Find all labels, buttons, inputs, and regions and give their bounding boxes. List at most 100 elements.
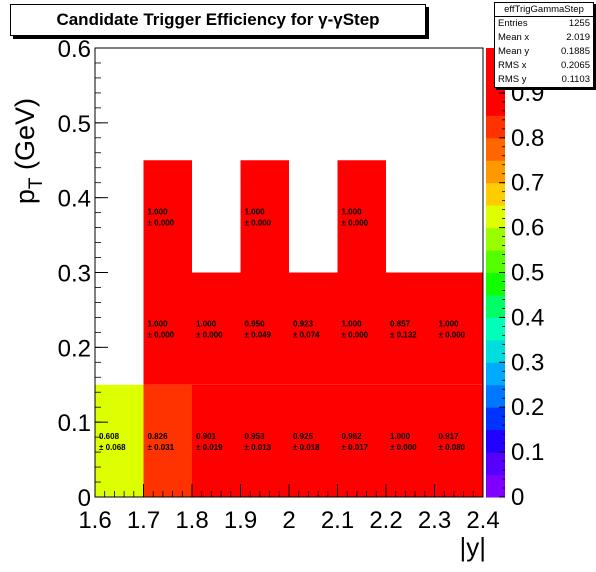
palette-tick-label: 0.7 bbox=[511, 170, 544, 197]
stats-row: Mean x 2.019 bbox=[495, 31, 593, 45]
palette-tick-label: 0.5 bbox=[511, 260, 544, 287]
cell-value-label: 0.857 bbox=[390, 320, 411, 329]
heatmap-cell bbox=[289, 272, 338, 385]
stats-row-value: 0.1885 bbox=[560, 46, 590, 57]
cell-error-label: ± 0.000 bbox=[342, 331, 369, 340]
palette-tick-label: 0.8 bbox=[511, 125, 544, 152]
heatmap-cell bbox=[289, 384, 338, 497]
palette-segment bbox=[486, 92, 505, 116]
y-tick-label: 0.4 bbox=[58, 186, 91, 213]
heatmap-cell bbox=[386, 272, 435, 385]
cell-error-label: ± 0.049 bbox=[245, 331, 272, 340]
stats-row-value: 2.019 bbox=[566, 32, 590, 43]
heatmap-cell bbox=[337, 160, 386, 273]
cell-error-label: ± 0.013 bbox=[245, 443, 272, 452]
y-axis-label: pT (GeV) bbox=[10, 98, 47, 204]
palette-segment bbox=[486, 115, 505, 139]
heatmap-cell bbox=[143, 272, 192, 385]
cell-error-label: ± 0.000 bbox=[342, 218, 369, 227]
heatmap-cell bbox=[143, 160, 192, 273]
palette-tick-label: 0.6 bbox=[511, 215, 544, 242]
cell-value-label: 0.953 bbox=[245, 432, 266, 441]
heatmap-cell bbox=[95, 384, 144, 497]
palette-tick-label: 0.2 bbox=[511, 394, 544, 421]
y-tick-label: 0.3 bbox=[58, 261, 91, 288]
stats-row-value: 0.2065 bbox=[560, 60, 590, 71]
stats-box: effTrigGammaStep Entries 1255 Mean x 2.019 M… bbox=[494, 2, 594, 88]
palette-segment bbox=[486, 384, 505, 408]
x-tick-label: 1.6 bbox=[78, 507, 111, 534]
x-axis-label: |y| bbox=[459, 532, 486, 562]
y-tick-label: 0.1 bbox=[58, 410, 91, 437]
cell-value-label: 1.000 bbox=[245, 207, 266, 216]
cell-error-label: ± 0.000 bbox=[148, 331, 175, 340]
stats-row-label: Mean y bbox=[498, 46, 530, 57]
cell-error-label: ± 0.018 bbox=[293, 443, 320, 452]
x-tick-label: 2.2 bbox=[369, 507, 402, 534]
color-palette: 00.10.20.30.40.50.60.70.80.9 bbox=[486, 48, 544, 511]
stats-row-label: RMS y bbox=[498, 74, 527, 85]
stats-row: RMS x 0.2065 bbox=[495, 59, 593, 73]
cell-error-label: ± 0.068 bbox=[99, 443, 126, 452]
stats-row: RMS y 0.1103 bbox=[495, 73, 593, 87]
cell-value-label: 1.000 bbox=[390, 432, 411, 441]
palette-segment bbox=[486, 250, 505, 273]
cell-error-label: ± 0.000 bbox=[245, 218, 272, 227]
x-tick-label: 1.8 bbox=[175, 507, 208, 534]
palette-segment bbox=[486, 182, 505, 206]
palette-tick-label: 0.1 bbox=[511, 439, 544, 466]
cell-error-label: ± 0.017 bbox=[342, 443, 369, 452]
cell-value-label: 0.950 bbox=[245, 320, 266, 329]
cell-labels-layer: 0.608 ± 0.068 0.826 ± 0.031 0.901 ± 0.019 0.95… bbox=[99, 207, 466, 452]
cell-error-label: ± 0.000 bbox=[439, 331, 466, 340]
palette-tick-label: 0 bbox=[511, 484, 524, 511]
y-tick-label: 0.5 bbox=[58, 111, 91, 138]
x-tick-label: 1.7 bbox=[127, 507, 160, 534]
cell-value-label: 1.000 bbox=[342, 320, 363, 329]
palette-tick-label: 0.3 bbox=[511, 349, 544, 376]
x-tick-label: 2 bbox=[282, 507, 295, 534]
stats-row: Entries 1255 bbox=[495, 17, 593, 31]
cell-error-label: ± 0.031 bbox=[148, 443, 175, 452]
palette-segment bbox=[486, 339, 505, 363]
palette-segment bbox=[486, 137, 505, 161]
cell-error-label: ± 0.080 bbox=[439, 443, 466, 452]
heatmap-cell bbox=[337, 272, 386, 385]
cell-value-label: 1.000 bbox=[196, 320, 217, 329]
heatmap-cell bbox=[240, 384, 289, 497]
chart-title: Candidate Trigger Efficiency for γ-γStep bbox=[56, 10, 380, 29]
palette-segment bbox=[486, 362, 505, 386]
stats-row-value: 0.1103 bbox=[561, 74, 590, 85]
cell-value-label: 1.000 bbox=[439, 320, 460, 329]
x-tick-label: 2.4 bbox=[466, 507, 499, 534]
stats-row: Mean y 0.1885 bbox=[495, 45, 593, 59]
heatmap-cell bbox=[192, 384, 241, 497]
cell-value-label: 0.917 bbox=[439, 432, 460, 441]
palette-segment bbox=[486, 227, 505, 251]
heatmap-cell bbox=[337, 384, 386, 497]
heatmap-cell bbox=[386, 384, 435, 497]
stats-row-label: Entries bbox=[498, 18, 528, 29]
heatmap-cell bbox=[434, 384, 483, 497]
heatmap-cell bbox=[240, 272, 289, 385]
palette-segment bbox=[486, 205, 505, 229]
x-tick-label: 1.9 bbox=[224, 507, 257, 534]
cell-error-label: ± 0.132 bbox=[390, 331, 417, 340]
cell-error-label: ± 0.019 bbox=[196, 443, 223, 452]
cell-value-label: 1.000 bbox=[148, 207, 169, 216]
chart-title-box: Candidate Trigger Efficiency for γ-γStep bbox=[10, 4, 426, 36]
palette-segment bbox=[486, 407, 505, 431]
y-tick-label: 0 bbox=[78, 485, 91, 512]
y-tick-label: 0.6 bbox=[58, 36, 91, 63]
cell-value-label: 0.901 bbox=[196, 432, 217, 441]
cell-value-label: 0.923 bbox=[293, 320, 314, 329]
heatmap-cell bbox=[434, 272, 483, 385]
stats-row-value: 1255 bbox=[568, 18, 590, 29]
palette-tick-label: 0.4 bbox=[511, 304, 544, 331]
stats-rows: Entries 1255 Mean x 2.019 Mean y 0.1885 RMS x 0… bbox=[495, 17, 593, 87]
cell-value-label: 0.608 bbox=[99, 432, 120, 441]
palette-segment bbox=[486, 160, 505, 184]
cell-value-label: 0.925 bbox=[293, 432, 314, 441]
x-tick-label: 2.1 bbox=[321, 507, 354, 534]
